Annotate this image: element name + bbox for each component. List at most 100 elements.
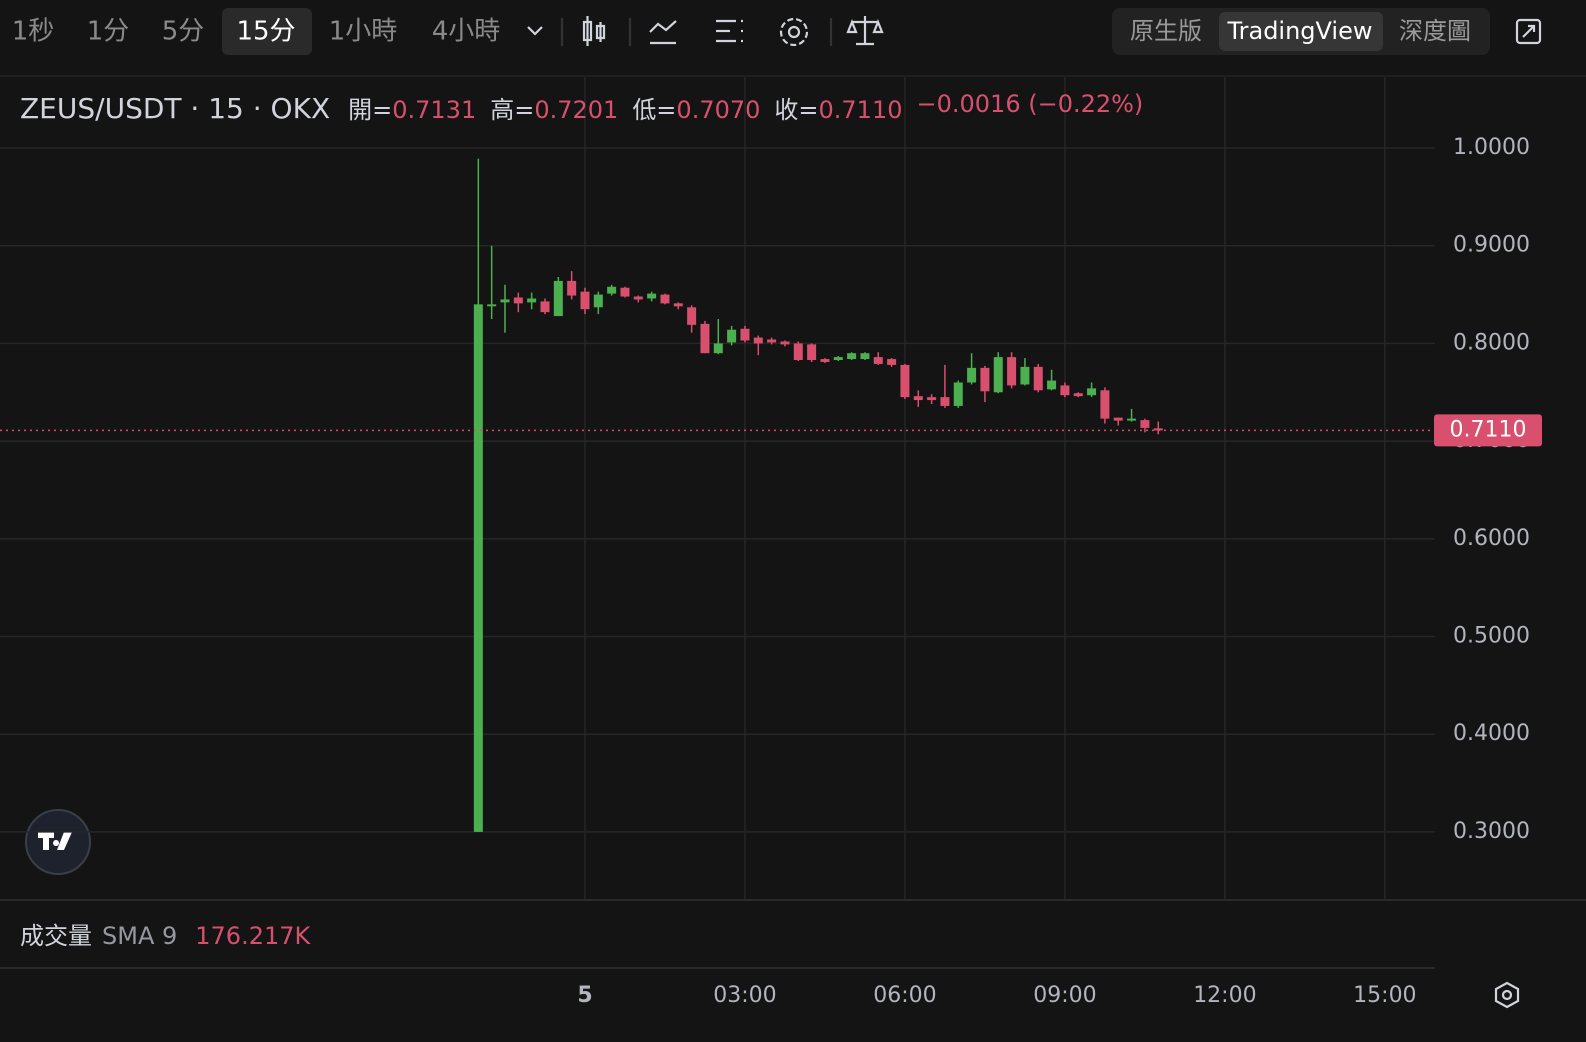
candle-body <box>993 357 1003 393</box>
candle-body <box>727 329 737 343</box>
y-tick-label: 0.9000 <box>1453 233 1530 258</box>
dropdown-icon[interactable] <box>527 26 543 36</box>
ohlc-item: 開=0.7131 <box>348 90 476 125</box>
ohlc-label: 收= <box>774 96 819 124</box>
volume-legend: 成交量 SMA 9 176.217K <box>20 916 310 951</box>
change: −0.0016 (−0.22%) <box>916 90 1144 118</box>
candle-body <box>473 304 483 832</box>
interval-tab[interactable]: 15分 <box>236 17 295 47</box>
ohlc-item: 低=0.7070 <box>632 90 760 125</box>
candle-body <box>593 294 603 308</box>
candle-body <box>1047 380 1057 390</box>
candle-body <box>1060 385 1070 396</box>
x-tick-label: 15:00 <box>1353 983 1416 1008</box>
interval-tab[interactable]: 1秒 <box>12 17 55 47</box>
candle-body <box>887 359 897 365</box>
candle-body <box>900 364 910 398</box>
view-tab[interactable]: 原生版 <box>1130 17 1202 45</box>
x-tick-label: 12:00 <box>1193 983 1256 1008</box>
interval-tab[interactable]: 1分 <box>87 17 130 47</box>
ohlc-label: 高= <box>490 96 535 124</box>
volume-indicator: SMA 9 <box>102 922 178 950</box>
candle-body <box>713 343 723 354</box>
candle-body <box>580 291 590 310</box>
y-tick-label: 0.3000 <box>1453 819 1530 844</box>
indicators-icon[interactable] <box>649 20 677 45</box>
candle-body <box>1007 357 1017 386</box>
ohlc-value: 0.7110 <box>818 96 903 124</box>
candle-body <box>487 304 497 307</box>
selected-interval-bg <box>222 8 312 55</box>
candle-body <box>873 357 883 364</box>
compare-icon[interactable] <box>846 16 884 46</box>
candle-body <box>540 301 550 313</box>
candle-body <box>500 299 510 303</box>
ohlc-value: 0.7070 <box>676 96 761 124</box>
x-tick-label: 09:00 <box>1033 983 1096 1008</box>
symbol: ZEUS/USDT · 15 · OKX <box>20 92 331 125</box>
candle-body <box>1113 417 1123 421</box>
y-tick-label: 0.5000 <box>1453 624 1530 649</box>
candle-body <box>607 286 617 294</box>
candle-body <box>793 343 803 361</box>
interval-tab[interactable]: 1小時 <box>329 17 398 47</box>
axis-settings-icon[interactable] <box>1494 981 1520 1009</box>
view-tab[interactable]: TradingView <box>1226 17 1372 45</box>
candle-body <box>913 396 923 401</box>
ohlc-value: 0.7201 <box>534 96 619 124</box>
candle-body <box>1020 366 1030 385</box>
candle-body <box>553 280 563 317</box>
candle-body <box>953 382 963 406</box>
settings-icon[interactable] <box>779 17 809 47</box>
ohlc-item: 高=0.7201 <box>490 90 618 125</box>
interval-tab[interactable]: 5分 <box>162 17 205 47</box>
candle-body <box>620 287 630 297</box>
candle-body <box>927 397 937 401</box>
candle-body <box>527 298 537 303</box>
candle-body <box>807 344 817 361</box>
logo <box>25 809 91 875</box>
candle-body <box>633 296 643 300</box>
interval-tab[interactable]: 4小時 <box>432 17 501 47</box>
y-tick-label: 0.4000 <box>1453 721 1530 746</box>
ohlc-value: 0.7131 <box>392 96 477 124</box>
candle-type-icon[interactable] <box>582 16 606 46</box>
candle-body <box>833 357 843 361</box>
ohlc-label: 開= <box>348 96 393 124</box>
candle-body <box>1073 393 1083 397</box>
candle-body <box>1087 388 1097 396</box>
candle-body <box>567 280 577 296</box>
candle-body <box>673 303 683 307</box>
candle-body <box>860 353 870 360</box>
candle-body <box>1127 418 1137 421</box>
view-tab[interactable]: 深度圖 <box>1399 17 1471 45</box>
candle-body <box>1033 366 1043 391</box>
candle-body <box>1153 428 1163 431</box>
candle-body <box>1100 390 1110 419</box>
volume-value: 176.217K <box>195 922 311 950</box>
toolbar-icons <box>527 16 1542 1009</box>
ohlc-label: 低= <box>632 96 677 124</box>
candle-body <box>740 328 750 341</box>
ohlc-item: 收=0.7110 <box>774 90 902 125</box>
layout-icon[interactable] <box>716 19 743 43</box>
chart-legend: ZEUS/USDT · 15 · OKX 開=0.7131 高=0.7201 低=0… <box>20 90 1143 125</box>
x-tick-label: 03:00 <box>713 983 776 1008</box>
candle-body <box>940 397 950 406</box>
x-tick-label: 5 <box>577 983 592 1008</box>
y-tick-label: 0.6000 <box>1453 526 1530 551</box>
candle-body <box>660 294 670 304</box>
x-tick-label: 06:00 <box>873 983 936 1008</box>
price-tag <box>1434 414 1542 447</box>
volume-title: 成交量 <box>20 922 92 950</box>
candle-body <box>1140 420 1150 428</box>
candle-body <box>980 367 990 392</box>
fullscreen-icon[interactable] <box>1515 18 1542 45</box>
candle-body <box>753 337 763 344</box>
candle-body <box>780 341 790 345</box>
selected-view-bg <box>1219 12 1383 51</box>
candle-body <box>687 307 697 325</box>
candle-body <box>847 353 857 360</box>
